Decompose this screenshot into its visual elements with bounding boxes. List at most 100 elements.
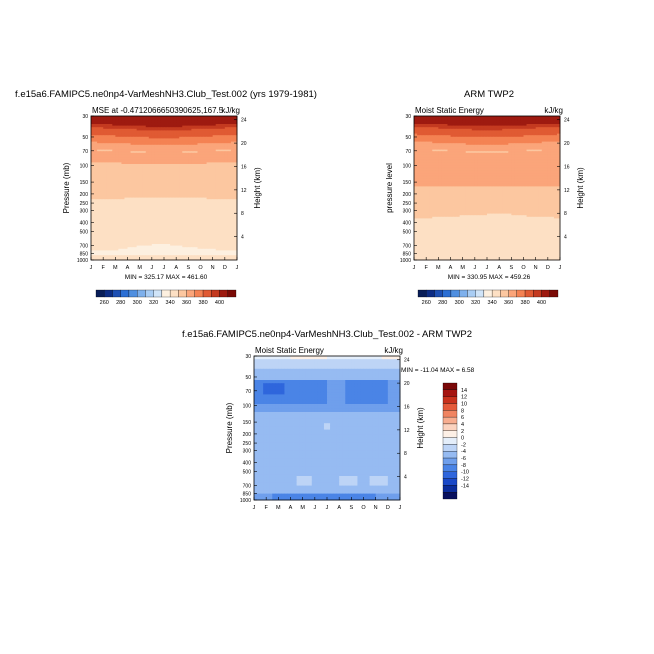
panel-model-cell: [230, 236, 235, 238]
panel-model-cell: [91, 172, 95, 174]
panel-model-cell: [118, 157, 122, 160]
panel-model-cell: [209, 183, 214, 186]
panel-model-cell: [148, 224, 153, 227]
panel-model-cell: [164, 124, 168, 126]
panel-model-cell: [227, 196, 232, 198]
panel-model-cell: [109, 133, 113, 136]
panel-model-cell: [200, 157, 204, 160]
panel-model-cell: [127, 176, 131, 179]
panel-model-cell: [173, 212, 177, 214]
panel-model-cell: [206, 116, 211, 118]
panel-model-cell: [215, 178, 220, 181]
panel-model-cell: [133, 151, 138, 154]
panel-model-cell: [139, 189, 144, 192]
panel-model-cell: [100, 122, 104, 125]
panel-model-cell: [124, 231, 128, 234]
panel-model-cell: [97, 180, 101, 182]
panel-model-cell: [167, 210, 171, 213]
panel-model-cell: [121, 224, 125, 227]
panel-model-cell: [139, 167, 144, 170]
panel-model-cell: [127, 191, 131, 194]
panel-model-cell: [200, 232, 204, 235]
panel-model-cell: [127, 168, 131, 171]
panel-model-cell: [136, 228, 141, 230]
panel-model-cell: [188, 210, 192, 213]
panel-model-cell: [142, 156, 147, 158]
panel-model-cell: [224, 226, 229, 229]
panel-model-cell: [118, 128, 122, 131]
panel-model-cell: [154, 178, 159, 181]
panel-model-cell: [200, 218, 204, 221]
panel-model-cell: [167, 164, 171, 166]
panel-model-cell: [118, 173, 122, 176]
panel-model-cell: [115, 157, 119, 160]
panel-model-cell: [212, 117, 217, 120]
panel-model-cell: [94, 146, 98, 149]
panel-model-cell: [124, 116, 128, 118]
panel-model-cell: [127, 133, 131, 136]
panel-model-cell: [148, 207, 153, 210]
panel-model-cell: [233, 207, 238, 210]
panel-model-cell: [151, 141, 156, 144]
panel-model-cell: [100, 143, 104, 146]
panel-model-cell: [124, 191, 128, 194]
panel-model-cell: [145, 221, 150, 224]
panel-model-cell: [151, 176, 156, 179]
panel-model-cell: [209, 188, 214, 190]
panel-model-cell: [97, 160, 101, 163]
panel-model-cell: [218, 188, 223, 190]
panel-model-cell: [224, 216, 229, 219]
panel-model-cell: [124, 140, 128, 142]
panel-model-cell: [194, 167, 198, 170]
panel-model-cell: [97, 138, 101, 141]
panel-model-cell: [230, 207, 235, 210]
panel-model-cell: [206, 160, 211, 163]
panel-model-cell: [139, 191, 144, 194]
panel-model-cell: [97, 143, 101, 146]
panel-model-cell: [115, 119, 119, 122]
panel-model-cell: [182, 136, 186, 139]
panel-model-cell: [97, 133, 101, 136]
panel-model-cell: [91, 229, 95, 232]
panel-model-cell: [215, 205, 220, 208]
panel-model-cell: [103, 175, 107, 178]
panel-model-cell: [148, 157, 153, 160]
panel-model-cell: [218, 199, 223, 202]
panel-model-cell: [121, 212, 125, 214]
panel-model-cell: [109, 152, 113, 155]
panel-model-cell: [188, 197, 192, 200]
panel-model-cell: [94, 143, 98, 146]
panel-model-cell: [100, 215, 104, 218]
panel-model-cell: [133, 189, 138, 192]
panel-model-cell: [118, 228, 122, 230]
panel-model-cell: [124, 164, 128, 166]
panel-model-cell: [139, 172, 144, 174]
panel-model-cell: [157, 154, 162, 157]
panel-model-cell: [145, 197, 150, 200]
panel-model-cell: [124, 120, 128, 123]
panel-model-cell: [109, 175, 113, 178]
panel-model-cell: [215, 162, 220, 165]
panel-model-cell: [145, 196, 150, 198]
panel-model-cell: [188, 130, 192, 133]
panel-model-cell: [112, 125, 116, 128]
panel-model-cell: [109, 124, 113, 126]
panel-model-cell: [191, 218, 195, 221]
panel-model-cell: [154, 188, 159, 190]
panel-model-cell: [136, 176, 141, 179]
panel-model-cell: [233, 226, 238, 229]
panel-model-cell: [197, 232, 201, 235]
panel-model-cell: [139, 205, 144, 208]
panel-model-cell: [151, 170, 156, 173]
panel-model-cell: [157, 160, 162, 163]
panel-model-cell: [97, 167, 101, 170]
panel-model-cell: [200, 152, 204, 155]
panel-model-cell: [209, 146, 214, 149]
panel-model-cell: [173, 210, 177, 213]
panel-model-cell: [200, 141, 204, 144]
panel-model-cell: [112, 135, 116, 138]
panel-model-ylabel: Pressure (mb): [62, 162, 71, 213]
panel-model-cell: [133, 125, 138, 128]
panel-model-cell: [224, 196, 229, 198]
panel-model-cell: [188, 148, 192, 150]
